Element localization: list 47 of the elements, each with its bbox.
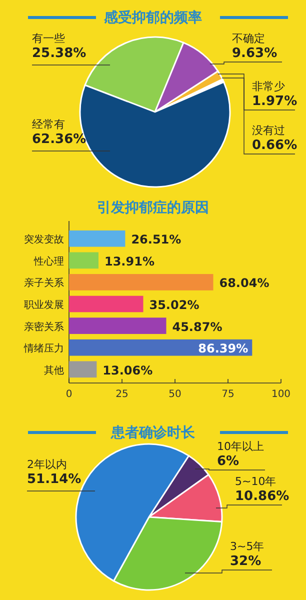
data-label: 10.86%: [235, 489, 290, 504]
bar: [69, 274, 214, 290]
data-label: 68.04%: [219, 276, 270, 290]
bar: [69, 339, 252, 356]
bar: [69, 296, 144, 312]
bar: [69, 230, 126, 247]
bar: [69, 318, 166, 334]
slice-label: 5~10年: [235, 475, 276, 488]
y-tick-label: 其他: [44, 364, 64, 376]
data-label: 0.66%: [252, 138, 298, 153]
chart-title: 感受抑郁的频率: [103, 9, 202, 26]
x-tick-label: 25: [116, 389, 128, 400]
y-tick-label: 亲密关系: [24, 320, 64, 333]
y-tick-label: 情绪压力: [23, 342, 64, 355]
y-tick-label: 亲子关系: [24, 277, 64, 290]
slice-label: 10年以上: [217, 440, 264, 453]
data-label: 6%: [217, 454, 240, 469]
bar: [69, 252, 98, 269]
x-tick-label: 0: [66, 389, 72, 400]
chart-title: 患者确诊时长: [110, 425, 196, 441]
x-tick-label: 75: [222, 389, 234, 400]
data-label: 51.14%: [27, 472, 82, 487]
data-label: 13.91%: [104, 254, 154, 268]
data-label: 45.87%: [172, 320, 222, 334]
x-tick-label: 100: [271, 389, 291, 400]
data-label: 26.51%: [131, 232, 182, 247]
slice-label: 经常有: [32, 118, 65, 131]
slice-label: 非常少: [252, 80, 285, 93]
slice-label: 不确定: [232, 32, 265, 45]
data-label: 9.63%: [232, 46, 278, 61]
data-label: 35.02%: [149, 298, 200, 312]
data-label: 62.36%: [32, 132, 86, 147]
y-tick-label: 突发变故: [24, 234, 64, 246]
chart-title: 引发抑郁症的原因: [97, 199, 209, 216]
data-label: 86.39%: [198, 342, 248, 356]
data-label: 13.06%: [102, 363, 153, 378]
slice-label: 2年以内: [27, 458, 67, 471]
x-tick-label: 50: [168, 389, 182, 400]
slice-label: 有一些: [32, 32, 65, 45]
data-label: 32%: [230, 554, 262, 569]
slice-label: 3~5年: [230, 540, 264, 553]
slice-label: 没有过: [252, 124, 285, 137]
y-tick-label: 性心理: [33, 255, 64, 268]
bar: [69, 361, 97, 378]
data-label: 1.97%: [252, 94, 298, 109]
data-label: 25.38%: [32, 46, 86, 61]
y-tick-label: 职业发展: [24, 299, 64, 311]
